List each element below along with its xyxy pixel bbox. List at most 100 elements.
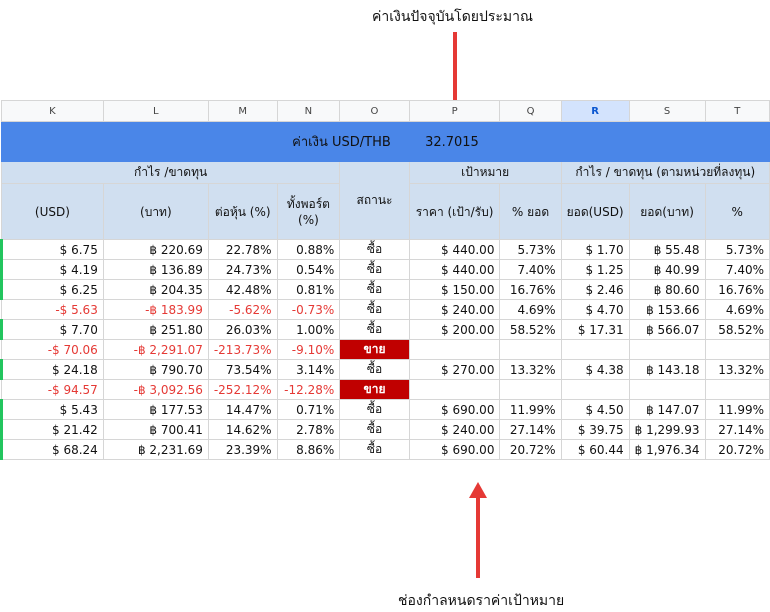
cell-p[interactable]: $ 200.00 (408, 319, 501, 340)
cell-r[interactable]: $ 1.25 (560, 259, 630, 280)
cell-t[interactable]: 7.40% (704, 259, 770, 280)
cell-k[interactable]: $ 5.43 (0, 399, 104, 420)
cell-r[interactable]: $ 2.46 (560, 279, 630, 300)
cell-t[interactable]: 13.32% (704, 359, 770, 380)
cell-r[interactable]: $ 4.70 (560, 299, 630, 320)
column-header-p[interactable]: P (408, 100, 501, 122)
cell-p[interactable]: $ 440.00 (408, 259, 501, 280)
cell-r[interactable]: $ 4.50 (560, 399, 630, 420)
status-cell[interactable]: ซื้อ (339, 259, 410, 280)
cell-k[interactable]: $ 6.25 (0, 279, 104, 300)
cell-n[interactable]: 0.54% (276, 259, 341, 280)
cell-m[interactable]: 73.54% (207, 359, 278, 380)
cell-m[interactable]: 23.39% (207, 439, 278, 460)
cell-q[interactable]: 27.14% (499, 419, 562, 440)
cell-m[interactable]: 42.48% (207, 279, 278, 300)
cell-l[interactable]: ฿ 251.80 (102, 319, 209, 340)
cell-p[interactable]: $ 690.00 (408, 399, 501, 420)
column-header-k[interactable]: K (1, 100, 104, 122)
cell-k[interactable]: -$ 94.57 (1, 379, 104, 400)
cell-k[interactable]: $ 24.18 (0, 359, 104, 380)
cell-l[interactable]: -฿ 183.99 (102, 299, 209, 320)
status-cell[interactable]: ซื้อ (339, 419, 410, 440)
column-header-q[interactable]: Q (499, 100, 562, 122)
cell-s[interactable]: ฿ 80.60 (628, 279, 706, 300)
column-header-m[interactable]: M (207, 100, 278, 122)
cell-l[interactable]: ฿ 2,231.69 (102, 439, 209, 460)
column-header-o[interactable]: O (339, 100, 410, 122)
cell-t[interactable]: 4.69% (704, 299, 770, 320)
cell-q[interactable]: 16.76% (499, 279, 562, 300)
group-target[interactable]: เป้าหมาย (408, 161, 562, 184)
cell-t[interactable]: 5.73% (704, 239, 770, 260)
cell-r[interactable]: $ 17.31 (560, 319, 630, 340)
cell-p[interactable]: $ 240.00 (408, 419, 501, 440)
cell-q[interactable]: 13.32% (499, 359, 562, 380)
cell-r[interactable] (560, 339, 630, 360)
cell-l[interactable]: ฿ 700.41 (102, 419, 209, 440)
cell-r[interactable]: $ 1.70 (560, 239, 630, 260)
status-cell[interactable]: ซื้อ (339, 319, 410, 340)
cell-n[interactable]: -0.73% (276, 299, 341, 320)
cell-m[interactable]: 24.73% (207, 259, 278, 280)
cell-s[interactable]: ฿ 153.66 (628, 299, 706, 320)
column-header-s[interactable]: S (628, 100, 706, 122)
cell-t[interactable]: 58.52% (704, 319, 770, 340)
cell-p[interactable]: $ 690.00 (408, 439, 501, 460)
cell-l[interactable]: ฿ 790.70 (102, 359, 209, 380)
sub-header-cell[interactable]: ยอด(USD) (560, 183, 630, 240)
exchange-rate-cell[interactable]: ค่าเงิน USD/THB 32.7015 (1, 121, 770, 162)
status-cell[interactable]: ซื้อ (339, 399, 410, 420)
cell-l[interactable]: ฿ 220.69 (102, 239, 209, 260)
cell-s[interactable] (628, 339, 706, 360)
group-status[interactable]: สถานะ (339, 161, 410, 240)
cell-p[interactable]: $ 440.00 (408, 239, 501, 260)
cell-t[interactable]: 11.99% (704, 399, 770, 420)
status-cell[interactable]: ซื้อ (339, 299, 410, 320)
status-cell[interactable]: ซื้อ (339, 279, 410, 300)
group-profit-loss-units[interactable]: กำไร / ขาดทุน (ตามหน่วยที่ลงทุน) (560, 161, 770, 184)
status-cell[interactable]: ซื้อ (339, 239, 410, 260)
cell-k[interactable]: $ 21.42 (0, 419, 104, 440)
status-cell[interactable]: ขาย (339, 379, 410, 400)
cell-p[interactable]: $ 240.00 (408, 299, 501, 320)
cell-q[interactable]: 58.52% (499, 319, 562, 340)
cell-q[interactable]: 20.72% (499, 439, 562, 460)
cell-m[interactable]: -213.73% (207, 339, 278, 360)
group-profit-loss[interactable]: กำไร /ขาดทุน (0, 161, 341, 184)
cell-m[interactable]: -252.12% (207, 379, 278, 400)
cell-s[interactable]: ฿ 1,299.93 (628, 419, 706, 440)
cell-l[interactable]: ฿ 204.35 (102, 279, 209, 300)
cell-t[interactable] (704, 339, 770, 360)
cell-m[interactable]: 22.78% (207, 239, 278, 260)
cell-t[interactable] (704, 379, 770, 400)
cell-m[interactable]: 14.47% (207, 399, 278, 420)
cell-t[interactable]: 16.76% (704, 279, 770, 300)
sub-header-cell[interactable]: ราคา (เป้า/รับ) (408, 183, 501, 240)
cell-l[interactable]: ฿ 177.53 (102, 399, 209, 420)
cell-q[interactable] (499, 339, 562, 360)
cell-s[interactable]: ฿ 55.48 (628, 239, 706, 260)
cell-n[interactable]: 0.88% (276, 239, 341, 260)
cell-m[interactable]: 14.62% (207, 419, 278, 440)
cell-q[interactable] (499, 379, 562, 400)
cell-l[interactable]: -฿ 2,291.07 (102, 339, 209, 360)
sub-header-cell[interactable]: ยอด(บาท) (628, 183, 706, 240)
sub-header-cell[interactable]: % (704, 183, 770, 240)
cell-r[interactable]: $ 60.44 (560, 439, 630, 460)
cell-t[interactable]: 27.14% (704, 419, 770, 440)
cell-p[interactable] (408, 379, 501, 400)
cell-n[interactable]: 8.86% (276, 439, 341, 460)
cell-n[interactable]: 0.81% (276, 279, 341, 300)
status-cell[interactable]: ซื้อ (339, 359, 410, 380)
cell-q[interactable]: 5.73% (499, 239, 562, 260)
cell-k[interactable]: $ 4.19 (0, 259, 104, 280)
cell-n[interactable]: 0.71% (276, 399, 341, 420)
cell-p[interactable] (408, 339, 501, 360)
cell-m[interactable]: 26.03% (207, 319, 278, 340)
sub-header-cell[interactable]: ทั้งพอร์ต (%) (276, 183, 341, 240)
cell-q[interactable]: 4.69% (499, 299, 562, 320)
status-cell[interactable]: ซื้อ (339, 439, 410, 460)
cell-s[interactable]: ฿ 147.07 (628, 399, 706, 420)
cell-s[interactable] (628, 379, 706, 400)
